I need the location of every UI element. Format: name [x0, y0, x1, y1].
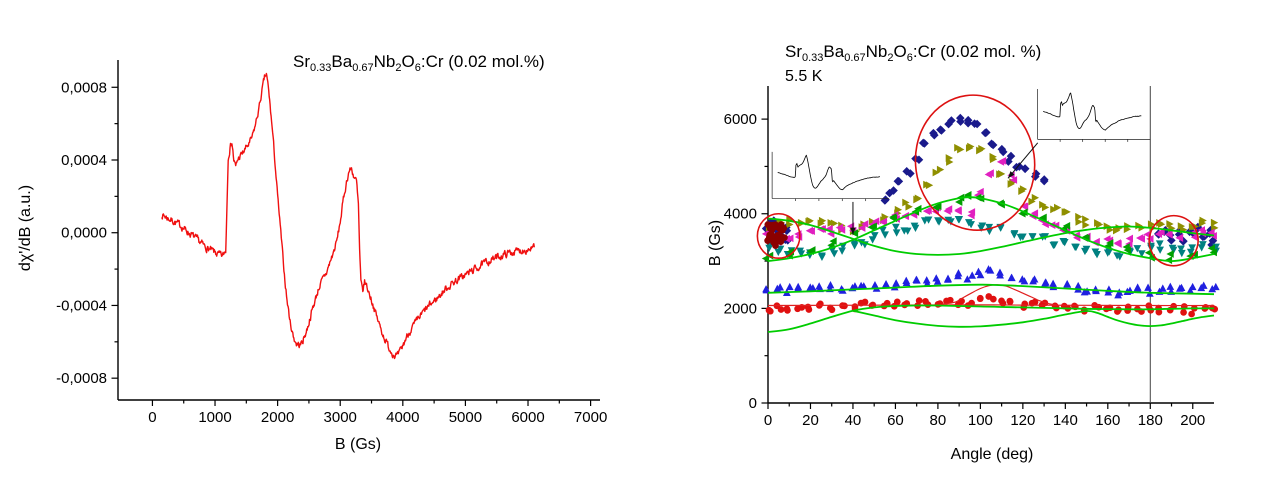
- svg-text:0: 0: [764, 412, 772, 429]
- svg-text:3000: 3000: [324, 409, 357, 426]
- svg-text:6000: 6000: [724, 111, 757, 128]
- svg-text:20: 20: [802, 412, 819, 429]
- series-red-circles: [765, 293, 1219, 318]
- annotation-ellipses: [756, 94, 1199, 267]
- left-chart-plot: 0 1000 2000 3000 4000 5000 6000 7000 0,0008 0,000…: [56, 60, 607, 426]
- svg-text:120: 120: [1010, 412, 1035, 429]
- left-tick-labels: 0 1000 2000 3000 4000 5000 6000 7000 0,0008 0,000…: [56, 79, 607, 426]
- svg-text:1000: 1000: [198, 409, 231, 426]
- svg-text:40: 40: [845, 412, 862, 429]
- svg-text:160: 160: [1095, 412, 1120, 429]
- left-chart-title: Sr0.33Ba0.67Nb2O6:Cr (0.02 mol.%): [293, 52, 545, 74]
- svg-text:2000: 2000: [724, 300, 757, 317]
- svg-text:0,0008: 0,0008: [61, 79, 107, 96]
- epr-spectrum-curve: [161, 72, 535, 360]
- series-darkred-cluster-circles: [764, 221, 788, 249]
- left-x-axis-label: B (Gs): [334, 436, 382, 453]
- svg-text:0: 0: [148, 409, 156, 426]
- svg-text:100: 100: [968, 412, 993, 429]
- right-axes: [767, 86, 1214, 404]
- left-y-axis-label: dχ'/dB (a.u.): [17, 184, 34, 272]
- svg-text:140: 140: [1053, 412, 1078, 429]
- svg-text:0,0004: 0,0004: [61, 152, 107, 169]
- series-blue-up-triangles: [762, 265, 1220, 299]
- right-chart-subtitle: 5.5 K: [785, 68, 823, 85]
- svg-text:200: 200: [1180, 412, 1205, 429]
- svg-text:-0,0004: -0,0004: [56, 297, 107, 314]
- inset-spectrum-left: [771, 151, 890, 235]
- svg-text:80: 80: [930, 412, 947, 429]
- left-axes: [117, 60, 600, 401]
- svg-text:0,0000: 0,0000: [61, 225, 107, 242]
- svg-text:6000: 6000: [511, 409, 544, 426]
- svg-text:2000: 2000: [261, 409, 294, 426]
- right-chart-panel: 0 20 40 60 80 100 120 140 160 180 200 0 2000 4000 6000…: [700, 0, 1266, 487]
- right-ticks: [761, 118, 1194, 409]
- left-chart-panel: 0 1000 2000 3000 4000 5000 6000 7000 0,0008 0,000…: [17, 52, 607, 453]
- svg-text:5000: 5000: [449, 409, 482, 426]
- svg-text:0: 0: [749, 395, 757, 412]
- svg-text:60: 60: [887, 412, 904, 429]
- green-fit-curves: [767, 196, 1215, 333]
- right-y-axis-label: B (Gs): [707, 219, 724, 267]
- svg-text:7000: 7000: [574, 409, 607, 426]
- right-x-axis-label: Angle (deg): [950, 446, 1034, 463]
- svg-text:4000: 4000: [386, 409, 419, 426]
- left-ticks: [111, 86, 592, 406]
- svg-text:4000: 4000: [724, 206, 757, 223]
- svg-text:180: 180: [1138, 412, 1163, 429]
- inset-spectrum-right: [1007, 88, 1151, 179]
- right-chart-title: Sr0.33Ba0.67Nb2O6:Cr (0.02 mol. %): [785, 42, 1042, 64]
- svg-text:-0,0008: -0,0008: [56, 370, 107, 387]
